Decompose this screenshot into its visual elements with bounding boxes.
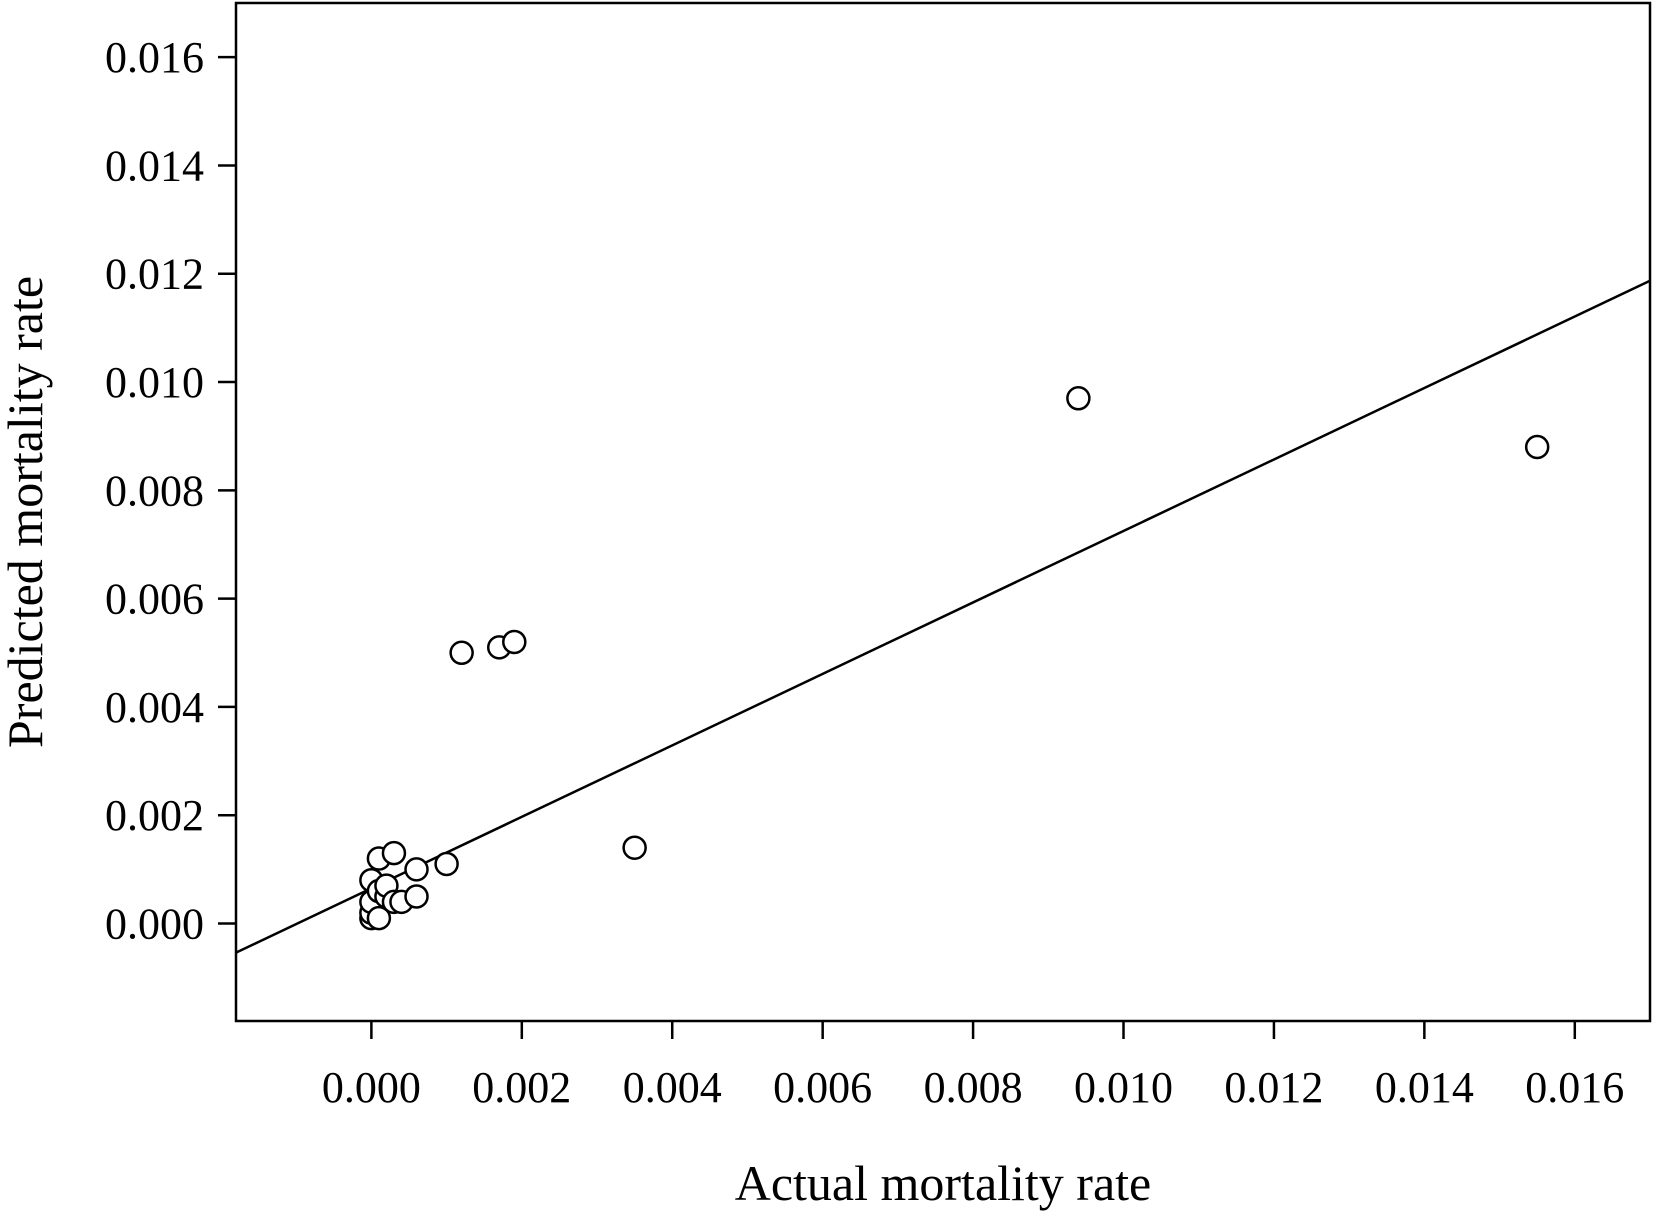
fit-line-layer: [235, 279, 1651, 954]
y-axis-ticks: 0.000 0.002 0.004 0.006 0.008 0.010 0.012 0.014…: [105, 33, 236, 949]
data-point: [622, 835, 647, 860]
x-tick-label: 0.008: [924, 1063, 1023, 1112]
y-tick-label: 0.000: [105, 900, 204, 949]
data-point: [404, 857, 429, 882]
x-tick-label: 0.016: [1525, 1063, 1624, 1112]
y-tick-label: 0.008: [105, 466, 204, 515]
x-tick-label: 0.006: [773, 1063, 872, 1112]
data-points-layer: [359, 386, 1550, 931]
data-point: [1066, 386, 1091, 411]
x-tick-label: 0.000: [322, 1063, 421, 1112]
y-tick-label: 0.004: [105, 683, 204, 732]
y-tick-label: 0.014: [105, 141, 204, 190]
y-tick-label: 0.010: [105, 358, 204, 407]
x-tick-label: 0.010: [1074, 1063, 1173, 1112]
x-axis-ticks: 0.000 0.002 0.004 0.006 0.008 0.010 0.012 0.014…: [322, 1021, 1624, 1112]
data-point: [404, 884, 429, 909]
y-tick-label: 0.006: [105, 575, 204, 624]
data-point: [366, 905, 392, 931]
data-point: [434, 851, 459, 877]
y-tick-label: 0.012: [105, 250, 204, 299]
x-tick-label: 0.002: [472, 1063, 571, 1112]
data-point: [1524, 434, 1550, 460]
y-tick-label: 0.002: [105, 791, 204, 840]
x-tick-label: 0.004: [623, 1063, 722, 1112]
x-axis-title: Actual mortality rate: [735, 1155, 1152, 1211]
y-tick-label: 0.016: [105, 33, 204, 82]
x-tick-label: 0.012: [1224, 1063, 1323, 1112]
data-point: [502, 629, 527, 655]
data-point: [381, 840, 407, 866]
x-tick-label: 0.014: [1375, 1063, 1474, 1112]
regression-line: [235, 279, 1651, 954]
data-point: [449, 640, 474, 666]
plot-frame: [234, 1, 1652, 1023]
y-axis-title: Predicted mortality rate: [0, 276, 53, 748]
